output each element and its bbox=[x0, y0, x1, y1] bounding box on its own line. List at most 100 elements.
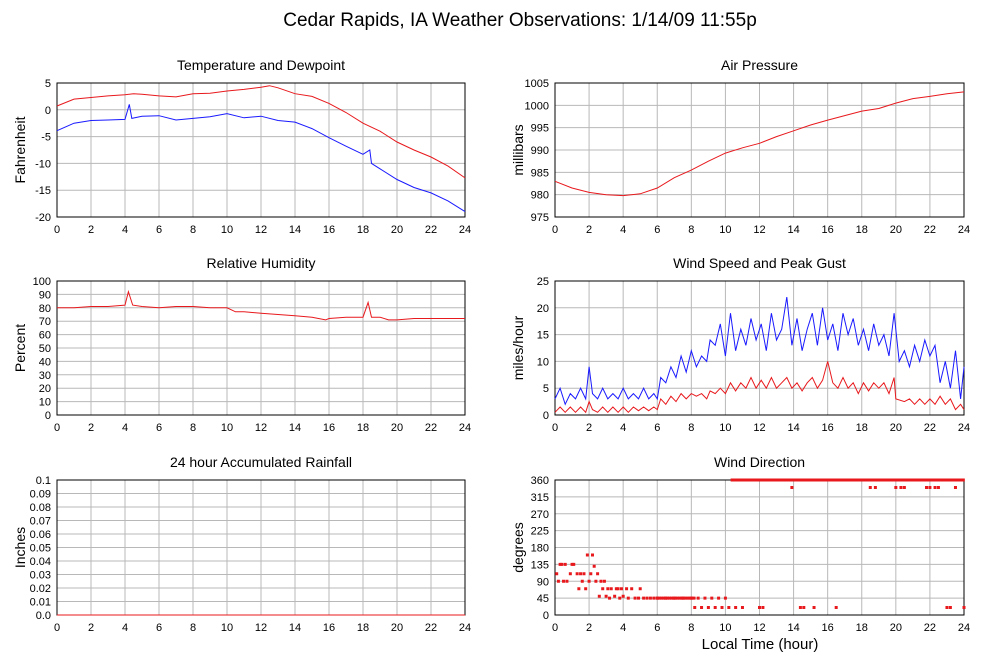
data-point bbox=[686, 596, 690, 600]
data-point bbox=[894, 486, 898, 489]
data-point bbox=[682, 596, 686, 600]
x-tick-label: 16 bbox=[822, 422, 834, 434]
y-tick-label: 0.01 bbox=[30, 597, 51, 609]
y-tick-label: 50 bbox=[39, 343, 51, 355]
data-point bbox=[843, 478, 847, 482]
y-axis-label: Inches bbox=[12, 527, 28, 568]
data-point bbox=[857, 478, 861, 482]
data-point bbox=[645, 596, 649, 600]
data-point bbox=[949, 478, 953, 482]
data-point bbox=[863, 478, 867, 482]
data-point bbox=[783, 478, 787, 482]
data-point bbox=[948, 606, 952, 609]
data-point bbox=[910, 478, 914, 482]
x-tick-label: 8 bbox=[688, 622, 694, 634]
data-point bbox=[749, 478, 753, 482]
data-point bbox=[556, 579, 560, 583]
data-point bbox=[787, 478, 791, 482]
data-point bbox=[920, 478, 924, 482]
x-tick-label: 10 bbox=[221, 224, 233, 236]
data-point bbox=[668, 596, 672, 600]
x-tick-label: 10 bbox=[221, 622, 233, 634]
y-tick-label: -10 bbox=[35, 158, 51, 170]
x-tick-label: 4 bbox=[122, 622, 128, 634]
data-point bbox=[710, 596, 714, 600]
data-point bbox=[771, 478, 775, 482]
data-point bbox=[703, 596, 707, 600]
data-point bbox=[894, 478, 898, 482]
y-tick-label: 1000 bbox=[525, 100, 549, 112]
x-tick-label: 18 bbox=[357, 622, 369, 634]
x-tick-label: 10 bbox=[719, 224, 731, 236]
data-point bbox=[680, 596, 684, 600]
data-point bbox=[618, 596, 622, 600]
data-point bbox=[596, 572, 600, 576]
x-tick-label: 22 bbox=[425, 422, 437, 434]
data-point bbox=[896, 478, 900, 482]
data-point bbox=[659, 596, 663, 600]
data-point bbox=[832, 478, 836, 482]
y-axis-label: millibars bbox=[510, 124, 526, 175]
data-point bbox=[738, 478, 742, 482]
data-point bbox=[790, 486, 794, 489]
data-point bbox=[613, 594, 617, 598]
data-point bbox=[841, 478, 845, 482]
data-point bbox=[918, 478, 922, 482]
x-tick-label: 16 bbox=[323, 422, 335, 434]
chart-title: Temperature and Dewpoint bbox=[177, 57, 345, 73]
data-point bbox=[925, 486, 929, 489]
data-point bbox=[727, 606, 731, 609]
data-point bbox=[884, 478, 888, 482]
data-point bbox=[740, 606, 744, 609]
x-tick-label: 20 bbox=[391, 622, 403, 634]
data-point bbox=[859, 478, 863, 482]
x-tick-label: 16 bbox=[323, 224, 335, 236]
x-tick-label: 18 bbox=[357, 422, 369, 434]
data-point bbox=[941, 478, 945, 482]
y-tick-label: 45 bbox=[537, 593, 549, 605]
x-tick-label: 16 bbox=[822, 622, 834, 634]
y-tick-label: 0 bbox=[543, 610, 549, 622]
data-point bbox=[959, 478, 963, 482]
data-point bbox=[945, 606, 949, 609]
series-line-blue bbox=[554, 297, 965, 406]
y-tick-label: 0.05 bbox=[30, 543, 51, 555]
data-point bbox=[798, 606, 802, 609]
data-point bbox=[579, 572, 583, 576]
y-tick-label: 0.04 bbox=[30, 556, 51, 568]
x-tick-label: 2 bbox=[586, 422, 592, 434]
data-point bbox=[700, 606, 704, 609]
x-tick-label: 10 bbox=[221, 422, 233, 434]
data-point bbox=[935, 478, 939, 482]
data-point bbox=[713, 606, 717, 609]
data-point bbox=[822, 478, 826, 482]
y-tick-label: 990 bbox=[531, 145, 549, 157]
data-point bbox=[684, 596, 688, 600]
x-tick-label: 6 bbox=[156, 224, 162, 236]
x-tick-label: 4 bbox=[620, 224, 626, 236]
y-tick-label: -5 bbox=[41, 132, 51, 144]
data-point bbox=[696, 596, 700, 600]
data-point bbox=[886, 478, 890, 482]
x-tick-label: 12 bbox=[753, 622, 765, 634]
x-tick-label: 6 bbox=[156, 422, 162, 434]
data-point bbox=[761, 606, 765, 609]
data-point bbox=[861, 478, 865, 482]
data-point bbox=[563, 562, 567, 566]
data-point bbox=[606, 587, 610, 591]
y-tick-label: 70 bbox=[39, 316, 51, 328]
chart-title: Wind Speed and Peak Gust bbox=[673, 255, 846, 271]
x-tick-label: 24 bbox=[459, 224, 471, 236]
data-point bbox=[720, 606, 724, 609]
data-point bbox=[828, 478, 832, 482]
data-point bbox=[904, 478, 908, 482]
data-point bbox=[736, 478, 740, 482]
data-point bbox=[706, 606, 710, 609]
data-point bbox=[626, 596, 630, 600]
data-point bbox=[812, 478, 816, 482]
data-point bbox=[785, 478, 789, 482]
data-point bbox=[608, 596, 612, 600]
x-tick-label: 10 bbox=[719, 622, 731, 634]
y-axis-label: miles/hour bbox=[510, 315, 526, 380]
